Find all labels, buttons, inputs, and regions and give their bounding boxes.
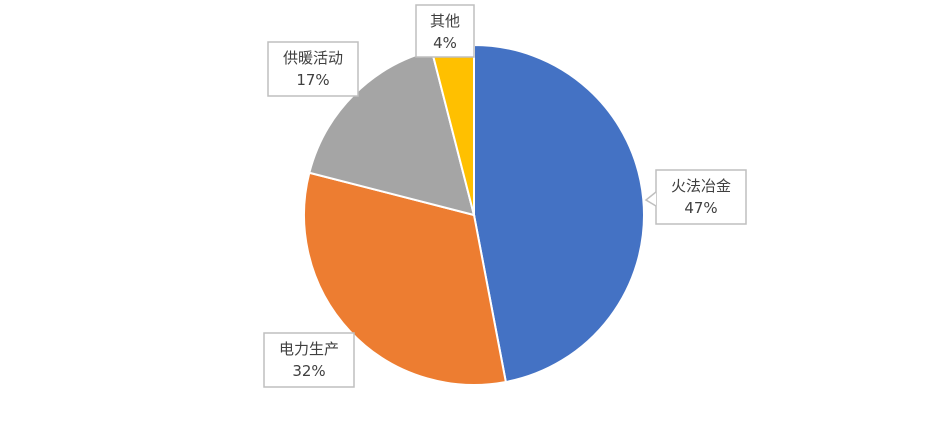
slice-name-label: 电力生产 xyxy=(279,340,339,358)
pie-slice-2 xyxy=(303,171,508,386)
callout-box xyxy=(415,4,475,58)
slice-name-label: 其他 xyxy=(430,12,460,30)
pie-slice-1 xyxy=(473,43,646,384)
pie-callouts: 火法冶金 47% 电力生产 32% 供暖活动 17% 其他 4% xyxy=(263,4,747,388)
callout-box xyxy=(267,41,359,97)
callout-pointer xyxy=(644,191,657,207)
slice-percent-label: 4% xyxy=(433,34,457,52)
callout-3: 供暖活动 17% xyxy=(267,41,359,97)
slice-name-label: 供暖活动 xyxy=(283,49,343,67)
slice-name-label: 火法冶金 xyxy=(671,177,731,195)
callout-box xyxy=(263,332,355,388)
slice-percent-label: 47% xyxy=(684,199,717,217)
pie-slices xyxy=(303,43,646,386)
slice-percent-label: 32% xyxy=(292,362,325,380)
slice-percent-label: 17% xyxy=(296,71,329,89)
callout-2: 电力生产 32% xyxy=(263,332,355,388)
callout-box xyxy=(655,169,747,225)
callout-1: 火法冶金 47% xyxy=(644,169,747,225)
callout-4: 其他 4% xyxy=(415,4,475,58)
